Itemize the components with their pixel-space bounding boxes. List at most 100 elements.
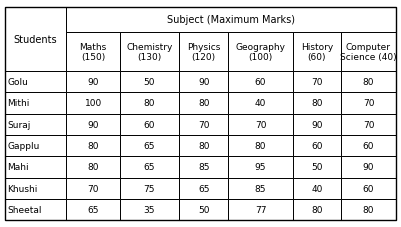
Bar (228, 93, 293, 114)
Text: Geography
(100): Geography (100) (235, 43, 286, 62)
Bar (293, 135, 341, 157)
Bar (5, 157, 67, 178)
Text: 80: 80 (363, 78, 374, 87)
Bar (341, 33, 396, 72)
Bar (5, 135, 67, 157)
Bar (341, 135, 396, 157)
Bar (228, 72, 293, 93)
Text: 40: 40 (255, 99, 266, 108)
Text: 50: 50 (311, 163, 322, 172)
Text: 50: 50 (198, 205, 209, 214)
Text: Computer
Science (40): Computer Science (40) (340, 43, 397, 62)
Text: Maths
(150): Maths (150) (79, 43, 107, 62)
Bar (293, 178, 341, 199)
Text: Suraj: Suraj (7, 120, 30, 129)
Text: Golu: Golu (7, 78, 28, 87)
Bar (228, 33, 293, 72)
Text: 80: 80 (311, 99, 322, 108)
Text: Physics
(120): Physics (120) (187, 43, 220, 62)
Text: 60: 60 (363, 141, 374, 150)
Bar (179, 178, 228, 199)
Text: 80: 80 (198, 141, 209, 150)
Bar (67, 114, 120, 135)
Text: Chemistry
(130): Chemistry (130) (126, 43, 172, 62)
Text: 85: 85 (255, 184, 266, 193)
Bar (293, 93, 341, 114)
Bar (120, 199, 179, 220)
Bar (179, 157, 228, 178)
Text: 100: 100 (85, 99, 102, 108)
Bar (120, 157, 179, 178)
Bar (293, 157, 341, 178)
Text: Gapplu: Gapplu (7, 141, 40, 150)
Bar (67, 199, 120, 220)
Bar (293, 114, 341, 135)
Text: 70: 70 (198, 120, 209, 129)
Bar (67, 157, 120, 178)
Bar (120, 178, 179, 199)
Text: 70: 70 (363, 99, 374, 108)
Bar (5, 199, 67, 220)
Bar (67, 33, 120, 72)
Text: 80: 80 (87, 163, 99, 172)
Bar (5, 178, 67, 199)
Bar (179, 72, 228, 93)
Bar (120, 135, 179, 157)
Text: 85: 85 (198, 163, 209, 172)
Bar (341, 93, 396, 114)
Text: Mahi: Mahi (7, 163, 29, 172)
Bar (293, 199, 341, 220)
Text: 80: 80 (144, 99, 155, 108)
Bar (120, 114, 179, 135)
Text: History
(60): History (60) (301, 43, 333, 62)
Text: 35: 35 (144, 205, 155, 214)
Bar (5, 93, 67, 114)
Text: 50: 50 (144, 78, 155, 87)
Bar (228, 114, 293, 135)
Bar (179, 93, 228, 114)
Text: 75: 75 (144, 184, 155, 193)
Bar (179, 199, 228, 220)
Bar (67, 93, 120, 114)
Text: 80: 80 (311, 205, 322, 214)
Text: 77: 77 (255, 205, 266, 214)
Text: Subject (Maximum Marks): Subject (Maximum Marks) (167, 15, 296, 25)
Text: 90: 90 (198, 78, 209, 87)
Text: 60: 60 (311, 141, 322, 150)
Text: Students: Students (14, 35, 57, 45)
Text: 80: 80 (255, 141, 266, 150)
Text: 70: 70 (311, 78, 322, 87)
Bar (179, 33, 228, 72)
Bar (5, 8, 67, 72)
Text: 95: 95 (255, 163, 266, 172)
Bar (120, 33, 179, 72)
Bar (5, 114, 67, 135)
Text: Sheetal: Sheetal (7, 205, 42, 214)
Bar (67, 178, 120, 199)
Text: 80: 80 (87, 141, 99, 150)
Bar (228, 157, 293, 178)
Bar (293, 72, 341, 93)
Bar (341, 178, 396, 199)
Text: Khushi: Khushi (7, 184, 38, 193)
Text: 90: 90 (87, 78, 99, 87)
Bar (341, 199, 396, 220)
Text: 80: 80 (198, 99, 209, 108)
Text: 70: 70 (87, 184, 99, 193)
Text: 40: 40 (311, 184, 322, 193)
Bar (341, 157, 396, 178)
Text: 60: 60 (144, 120, 155, 129)
Text: 70: 70 (363, 120, 374, 129)
Text: 80: 80 (363, 205, 374, 214)
Text: 90: 90 (311, 120, 322, 129)
Text: 90: 90 (87, 120, 99, 129)
Bar (120, 72, 179, 93)
Bar (67, 135, 120, 157)
Text: Mithi: Mithi (7, 99, 30, 108)
Text: 65: 65 (144, 163, 155, 172)
Text: 65: 65 (198, 184, 209, 193)
Bar (341, 114, 396, 135)
Text: 65: 65 (87, 205, 99, 214)
Bar (120, 93, 179, 114)
Bar (228, 135, 293, 157)
